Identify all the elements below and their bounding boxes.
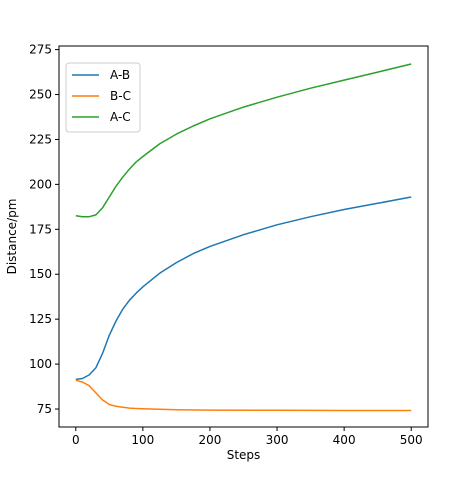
- legend: A-B B-C A-C: [65, 62, 141, 133]
- y-tick-label: 100: [29, 357, 52, 371]
- series-line-b-c: [75, 379, 412, 412]
- x-tick-label: 500: [400, 433, 423, 447]
- y-tick-label: 225: [29, 132, 52, 146]
- x-tick-label: 100: [131, 433, 154, 447]
- y-tick-label: 275: [29, 43, 52, 57]
- legend-entry-label: A-C: [110, 110, 131, 124]
- legend-entry-label: A-B: [110, 68, 130, 82]
- x-tick-label: 400: [333, 433, 356, 447]
- x-axis-label: Steps: [227, 448, 261, 462]
- x-axis: 0 100 200 300 400 500: [72, 427, 423, 447]
- y-tick-label: 250: [29, 88, 52, 102]
- series-line-a-c: [75, 63, 412, 218]
- x-tick-label: 200: [199, 433, 222, 447]
- y-axis: 75 100 125 150 175 200 225 250 275: [29, 43, 59, 416]
- legend-entry-label: B-C: [110, 89, 131, 103]
- y-tick-label: 75: [37, 402, 52, 416]
- y-tick-label: 125: [29, 312, 52, 326]
- series-layer: [75, 63, 412, 412]
- x-tick-label: 0: [72, 433, 80, 447]
- plot-area-frame: [58, 45, 429, 428]
- y-axis-label: Distance/pm: [5, 199, 19, 275]
- y-tick-label: 200: [29, 177, 52, 191]
- legend-box: [65, 62, 141, 133]
- y-tick-label: 175: [29, 222, 52, 236]
- series-line-a-b: [75, 196, 412, 381]
- y-tick-label: 150: [29, 267, 52, 281]
- x-tick-label: 300: [266, 433, 289, 447]
